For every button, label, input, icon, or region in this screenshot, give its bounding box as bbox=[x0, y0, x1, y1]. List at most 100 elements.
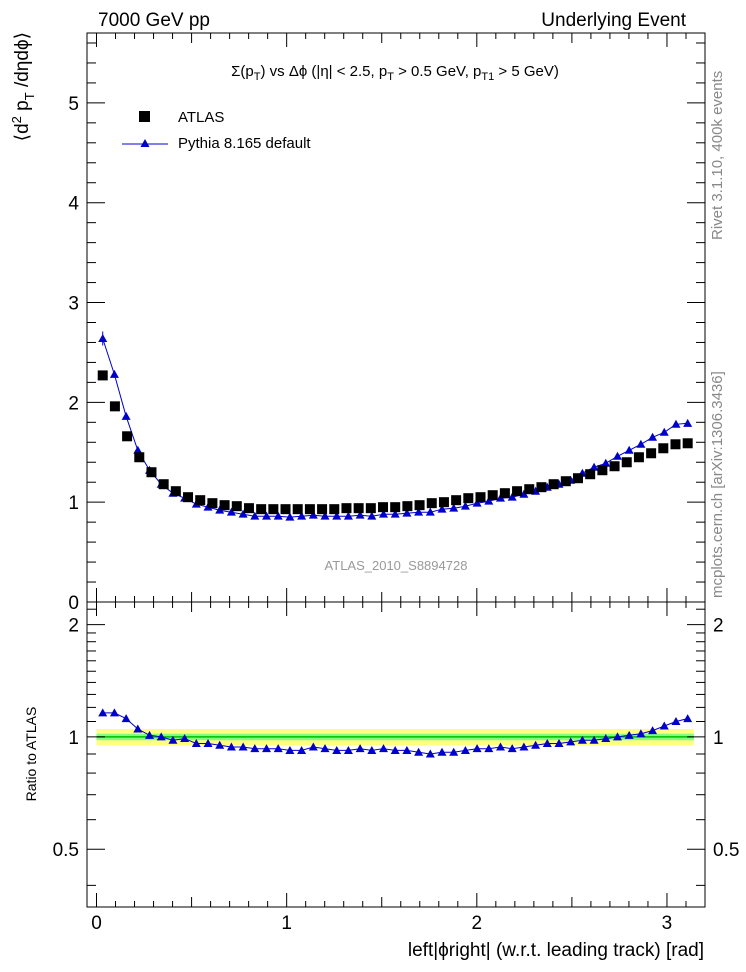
title-part-2: ) vs Δϕ (|η| < 2.5, p bbox=[261, 63, 388, 80]
atlas-point-46 bbox=[658, 443, 669, 454]
ratio-point-9 bbox=[203, 739, 213, 748]
atlas-point-14 bbox=[268, 504, 279, 515]
pythia-point-24 bbox=[379, 509, 389, 518]
legend-pythia-marker bbox=[140, 139, 150, 147]
atlas-point-5 bbox=[158, 479, 169, 490]
atlas-point-27 bbox=[426, 498, 437, 509]
main-ytick-label-0: 0 bbox=[68, 593, 79, 614]
atlas-point-15 bbox=[280, 504, 291, 515]
ratio-xtick-label-3: 3 bbox=[662, 913, 673, 934]
process-label: Underlying Event bbox=[541, 10, 686, 31]
atlas-point-41 bbox=[597, 465, 608, 476]
ratio-xtick-label-0: 0 bbox=[91, 913, 102, 934]
ratio-point-46 bbox=[636, 729, 646, 738]
atlas-point-47 bbox=[670, 439, 681, 450]
ratio-point-1 bbox=[109, 708, 119, 717]
ratio-point-12 bbox=[238, 742, 248, 751]
atlas-point-45 bbox=[646, 448, 657, 459]
atlas-point-20 bbox=[341, 503, 352, 514]
atlas-point-16 bbox=[292, 504, 303, 515]
atlas-point-34 bbox=[512, 486, 523, 497]
legend-atlas-marker bbox=[139, 111, 150, 122]
pythia-point-25 bbox=[390, 509, 400, 518]
ratio-point-25 bbox=[390, 745, 400, 754]
pythia-point-44 bbox=[612, 451, 622, 460]
atlas-point-11 bbox=[231, 501, 242, 512]
ratio-point-27 bbox=[414, 747, 424, 756]
atlas-point-35 bbox=[524, 484, 535, 495]
ratio-point-39 bbox=[554, 739, 564, 748]
atlas-point-29 bbox=[451, 495, 462, 506]
ratio-point-35 bbox=[507, 744, 517, 753]
rivet-label: Rivet 3.1.10, 400k events bbox=[709, 71, 726, 240]
ratio-point-11 bbox=[226, 742, 236, 751]
pythia-point-43 bbox=[601, 458, 611, 467]
atlas-point-8 bbox=[195, 495, 206, 506]
main-ylabel: ⟨d2 pT /dηdϕ⟩ bbox=[9, 32, 37, 141]
atlas-point-43 bbox=[621, 457, 632, 468]
atlas-point-10 bbox=[219, 500, 230, 511]
pythia-point-42 bbox=[589, 462, 599, 471]
atlas-point-31 bbox=[475, 492, 486, 503]
pythia-point-3 bbox=[133, 445, 143, 454]
ratio-point-3 bbox=[133, 724, 143, 733]
ratio-ytick-labels: 0.5 0.5 1 1 2 2 bbox=[53, 616, 740, 862]
main-pythia-series bbox=[98, 331, 693, 521]
ratio-ytick-label-right-2: 2 bbox=[713, 616, 724, 637]
ratio-point-22 bbox=[355, 744, 365, 753]
ratio-point-5 bbox=[156, 732, 166, 741]
pythia-point-31 bbox=[460, 501, 470, 510]
energy-label: 7000 GeV pp bbox=[98, 10, 210, 31]
ratio-point-23 bbox=[367, 745, 377, 754]
ylabel-part-4: /dηdϕ⟩ bbox=[12, 32, 33, 92]
pythia-point-23 bbox=[367, 511, 377, 520]
ratio-point-43 bbox=[601, 734, 611, 743]
atlas-point-42 bbox=[609, 461, 620, 472]
ratio-point-14 bbox=[262, 744, 272, 753]
atlas-point-24 bbox=[390, 502, 401, 513]
pythia-point-33 bbox=[484, 496, 494, 505]
pythia-point-45 bbox=[624, 445, 634, 454]
pythia-point-18 bbox=[308, 510, 318, 519]
pythia-point-30 bbox=[449, 503, 459, 512]
ratio-point-26 bbox=[402, 745, 412, 754]
ratio-xtick-label-1: 1 bbox=[281, 913, 292, 934]
atlas-point-32 bbox=[487, 490, 498, 501]
atlas-point-18 bbox=[317, 504, 328, 515]
atlas-point-6 bbox=[170, 486, 181, 497]
ratio-xtick-labels: 0 1 2 3 bbox=[91, 913, 672, 934]
title-part-4: > 0.5 GeV, p bbox=[394, 63, 481, 80]
atlas-point-28 bbox=[438, 497, 449, 508]
atlas-point-33 bbox=[499, 488, 510, 499]
ratio-point-6 bbox=[168, 735, 178, 744]
ratio-point-0 bbox=[98, 708, 108, 717]
pythia-point-1 bbox=[109, 369, 119, 378]
title-part-3: T bbox=[387, 71, 394, 83]
atlas-point-4 bbox=[146, 467, 157, 478]
atlas-point-0 bbox=[97, 370, 108, 381]
pythia-point-35 bbox=[507, 492, 517, 501]
ratio-point-40 bbox=[566, 737, 576, 746]
pythia-point-46 bbox=[636, 439, 646, 448]
atlas-point-26 bbox=[414, 500, 425, 511]
pythia-point-26 bbox=[402, 508, 412, 517]
ratio-point-13 bbox=[250, 744, 260, 753]
title-part-1: T bbox=[254, 71, 261, 83]
analysis-watermark: ATLAS_2010_S8894728 bbox=[325, 558, 468, 573]
ratio-ytick-label-2: 2 bbox=[68, 616, 79, 637]
ratio-point-30 bbox=[449, 747, 459, 756]
title-part-5: T1 bbox=[481, 71, 494, 83]
atlas-point-36 bbox=[536, 482, 547, 493]
ratio-point-21 bbox=[343, 745, 353, 754]
main-ytick-label-3: 3 bbox=[68, 294, 79, 315]
main-ytick-label-4: 4 bbox=[68, 194, 79, 215]
pythia-point-47 bbox=[648, 432, 658, 441]
pythia-point-12 bbox=[238, 509, 248, 518]
atlas-point-38 bbox=[560, 476, 571, 487]
legend-atlas-label: ATLAS bbox=[178, 109, 224, 126]
ratio-point-50 bbox=[683, 714, 693, 723]
pythia-point-19 bbox=[320, 511, 330, 520]
atlas-point-3 bbox=[134, 452, 145, 463]
ratio-point-44 bbox=[612, 732, 622, 741]
main-ytick-label-1: 1 bbox=[68, 493, 79, 514]
